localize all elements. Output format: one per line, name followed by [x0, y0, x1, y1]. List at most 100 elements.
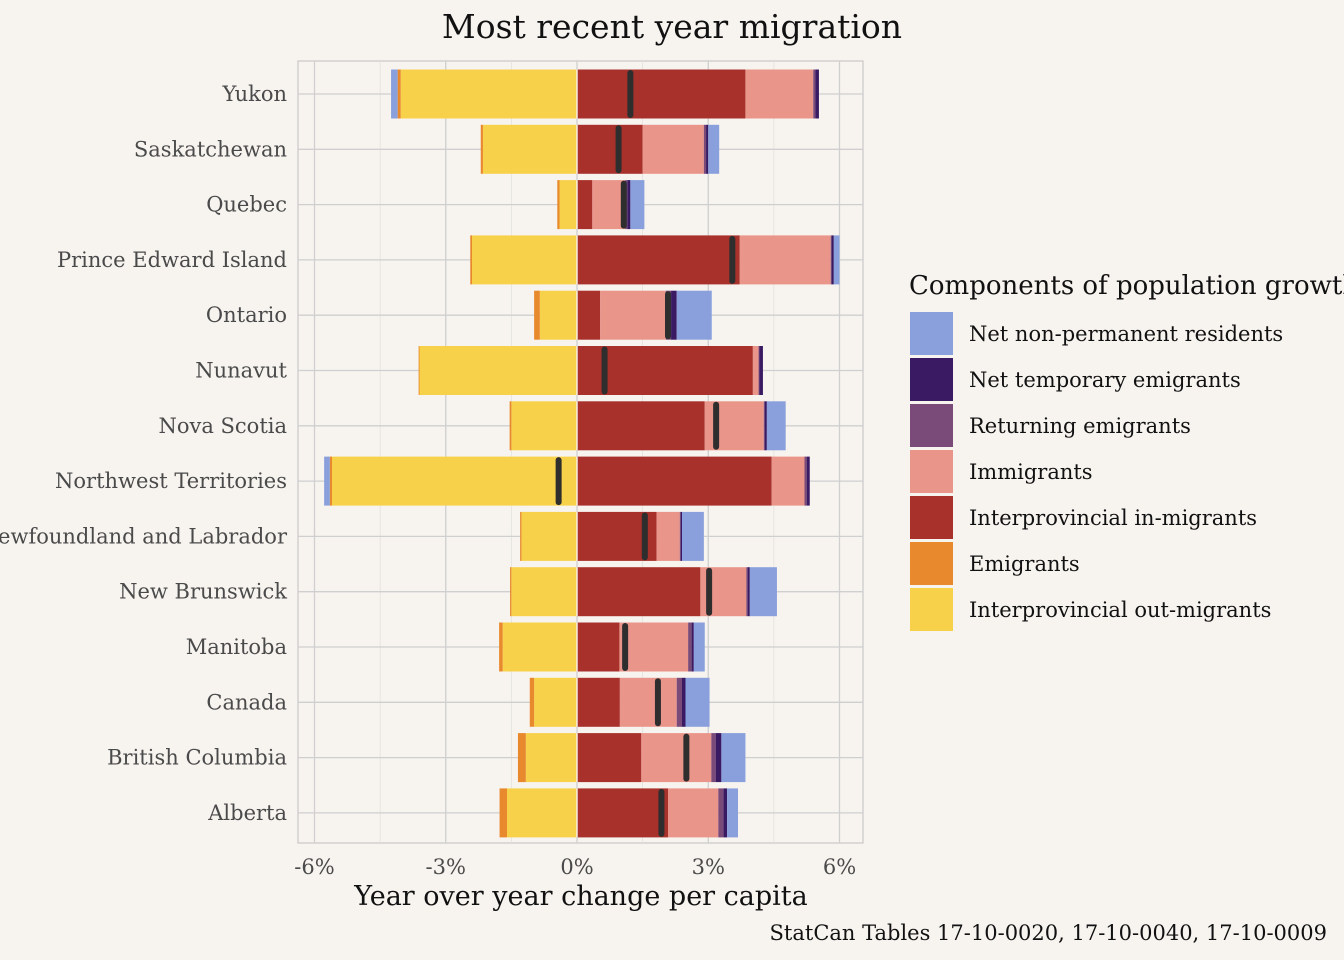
bar-segment-nte: [691, 622, 694, 672]
bar-segment-in: [577, 69, 746, 119]
x-tick-label: 3%: [692, 855, 725, 879]
legend-swatch-emi: [910, 542, 953, 585]
bar-segment-out-negative: [507, 788, 577, 838]
x-tick-label: -6%: [294, 855, 334, 879]
bar-segment-ret: [758, 346, 760, 395]
category-label: Northwest Territories: [55, 469, 287, 493]
legend-swatch-ret: [910, 404, 953, 447]
bar-segment-nte: [764, 401, 767, 451]
bar-segment-emi-negative: [499, 622, 503, 672]
bar-segment-emi-negative: [529, 677, 535, 727]
bar-segment-out-negative: [521, 511, 577, 561]
bar-segment-ret: [688, 622, 692, 672]
legend: Net non-permanent residents Net temporary…: [910, 312, 1283, 631]
bar-segment-out-negative: [559, 180, 577, 230]
legend-swatch-imm: [910, 450, 953, 493]
bar-segment-imm: [745, 69, 814, 119]
category-label: Nunavut: [195, 359, 287, 383]
bar-segment-npr-negative: [324, 456, 330, 506]
bar-segment-nte: [627, 180, 631, 230]
bar-segment-nte: [680, 511, 682, 561]
bar-segment-nte: [815, 69, 819, 119]
bar-segment-npr: [721, 733, 746, 783]
bar-segment-imm: [668, 788, 719, 838]
bar-segment-ret: [676, 677, 682, 727]
category-label: Prince Edward Island: [57, 248, 287, 272]
bar-segment-npr: [749, 567, 777, 617]
bar-segment-in: [577, 733, 642, 783]
bar-segment-npr: [682, 511, 704, 561]
bar-segment-npr: [708, 124, 720, 174]
legend-label: Interprovincial out-migrants: [969, 598, 1271, 622]
legend-label: Net temporary emigrants: [969, 368, 1241, 392]
bar-segment-imm: [752, 346, 759, 395]
bar-segment-imm: [619, 677, 677, 727]
bar-segment-imm: [641, 733, 712, 783]
bar-segment-ret: [679, 511, 681, 561]
bar-segment-in: [577, 235, 740, 285]
legend-swatch-npr: [910, 312, 953, 355]
legend-swatch-out: [910, 588, 953, 631]
bar-segment-nte: [706, 124, 709, 174]
category-label: Alberta: [207, 801, 287, 825]
bar-segment-imm: [656, 511, 680, 561]
legend-label: Returning emigrants: [969, 414, 1191, 438]
bar-segment-imm: [592, 180, 626, 230]
category-labels: Yukon Saskatchewan Quebec Prince Edward Isl…: [0, 82, 288, 825]
bar-segment-out-negative: [511, 401, 577, 451]
legend-label: Interprovincial in-migrants: [969, 506, 1257, 530]
bar-segment-npr: [630, 180, 645, 230]
bar-segment-nte: [723, 788, 728, 838]
category-label: Nova Scotia: [158, 414, 287, 438]
bar-segment-imm: [619, 622, 689, 672]
bar-segment-nte: [747, 567, 750, 617]
bar-segment-ret: [813, 69, 816, 119]
bar-segment-npr: [693, 622, 705, 672]
bar-segment-emi-negative: [510, 567, 512, 617]
bar-segment-out-negative: [502, 622, 577, 672]
caption: StatCan Tables 17-10-0020, 17-10-0040, 1…: [770, 921, 1327, 945]
bar-segment-emi-negative: [480, 124, 483, 174]
bar-segment-ret: [804, 456, 807, 506]
bar-segment-imm: [739, 235, 831, 285]
category-label: New Brunswick: [119, 580, 287, 604]
category-label: Saskatchewan: [134, 137, 287, 161]
bar-segment-emi-negative: [534, 290, 540, 340]
bar-segment-out-negative: [534, 677, 577, 727]
bar-segment-in: [577, 401, 705, 451]
bar-segment-emi-negative: [418, 346, 420, 395]
bar-segment-emi-negative: [499, 788, 507, 838]
bar-segment-nte: [759, 346, 763, 395]
category-label: Quebec: [206, 193, 287, 217]
x-axis-label: Year over year change per capita: [353, 881, 808, 912]
bar-segment-in: [577, 124, 643, 174]
bar-segment-in: [577, 622, 620, 672]
bar-segment-emi-negative: [397, 69, 401, 119]
bar-segment-emi-negative: [520, 511, 522, 561]
x-tick-label: 6%: [823, 855, 856, 879]
bar-segment-in: [577, 456, 772, 506]
legend-label: Net non-permanent residents: [969, 322, 1283, 346]
net-markers: [555, 70, 736, 837]
bar-segment-npr-negative: [391, 69, 398, 119]
bar-segment-out-negative: [539, 290, 577, 340]
category-label: British Columbia: [107, 746, 287, 770]
bar-segment-ret: [711, 733, 716, 783]
bar-segment-in: [577, 788, 668, 838]
bar-segment-in: [577, 677, 620, 727]
bar-segment-imm: [642, 124, 704, 174]
category-label: Canada: [206, 690, 287, 714]
bar-segment-nte: [682, 677, 686, 727]
category-label: Manitoba: [186, 635, 287, 659]
bar-segment-out-negative: [482, 124, 577, 174]
legend-swatch-nte: [910, 358, 953, 401]
bar-segment-emi-negative: [557, 180, 560, 230]
bar-segment-in: [577, 567, 701, 617]
bar-segment-emi-negative: [470, 235, 472, 285]
x-tick-label: 0%: [560, 855, 593, 879]
bar-segment-ret: [718, 788, 724, 838]
category-label: Ontario: [206, 303, 287, 327]
bar-segment-in: [577, 180, 593, 230]
